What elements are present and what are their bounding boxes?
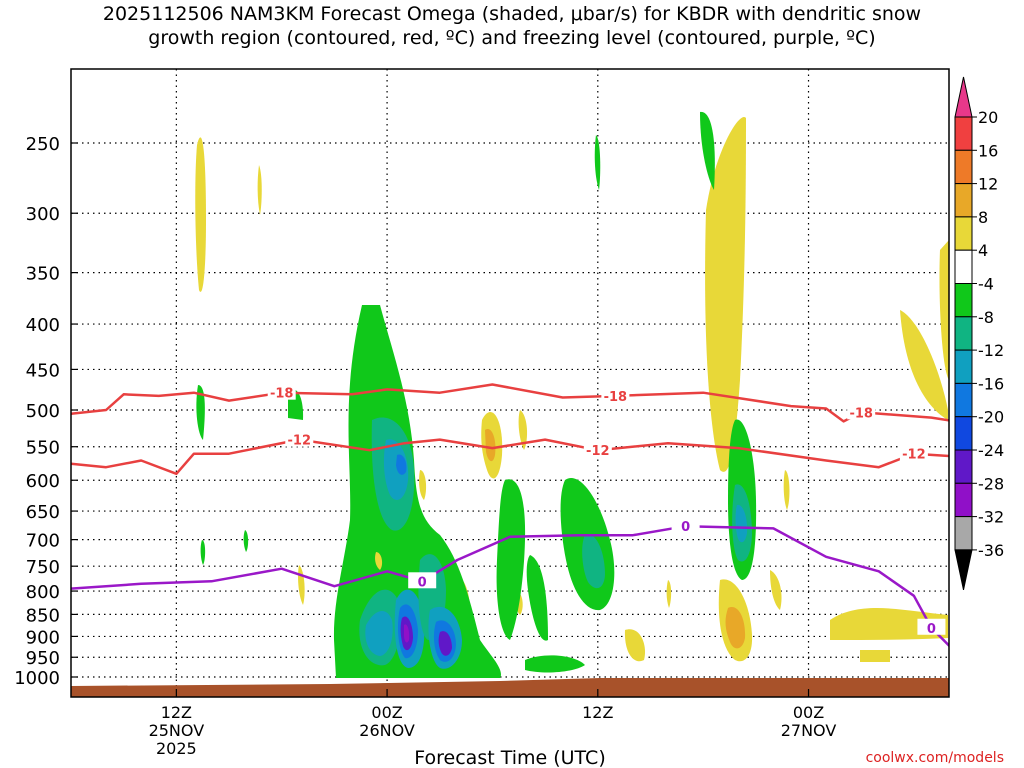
chart-title: 2025112506 NAM3KM Forecast Omega (shaded… (0, 2, 1024, 50)
colorbar: 20 16 12 8 4 -4 -8 -12 -16 -20 -24 -28 -32 -36 (954, 76, 1004, 591)
colorbar-label: 20 (978, 108, 998, 127)
colorbar-label: 8 (978, 208, 988, 227)
isotherm-line (71, 383, 949, 423)
contour-labels: -18 -18 -18 -12 -12 -12 0 0 0 (267, 383, 946, 637)
y-tick-label: 850 (26, 605, 60, 626)
contour-label-bg (267, 383, 296, 400)
colorbar-label: -8 (978, 308, 994, 327)
x-tick-label: 25NOV (149, 721, 205, 740)
x-tick-label: 12Z (582, 703, 613, 722)
y-tick-label: 350 (26, 264, 60, 285)
contour-label-bg (899, 444, 928, 461)
colorbar-segment (954, 449, 973, 484)
y-tick-label: 550 (26, 438, 60, 459)
contour-label-bg (917, 618, 946, 635)
colorbar-label: 12 (978, 175, 998, 194)
colorbar-segment (954, 249, 973, 284)
y-tick-label: 1000 (14, 668, 60, 689)
colorbar-label: -20 (978, 408, 1004, 427)
contour-label-bg (285, 430, 314, 447)
y-tick-label: 300 (26, 204, 60, 225)
y-tick-label: 800 (26, 582, 60, 603)
y-tick-label: 650 (26, 502, 60, 523)
contour-label: -18 (604, 390, 628, 405)
colorbar-segment (954, 516, 973, 551)
contour-label-bg (601, 386, 630, 403)
colorbar-segment (954, 216, 973, 251)
colorbar-label: -12 (978, 341, 1004, 360)
x-axis-label: Forecast Time (UTC) (414, 747, 605, 768)
colorbar-segment (954, 149, 973, 185)
isotherm-line (71, 438, 949, 476)
colorbar-segment (954, 382, 973, 418)
contour-label: -18 (849, 406, 873, 421)
x-tick-label: 00Z (371, 703, 402, 722)
colorbar-segment (954, 116, 973, 151)
y-tick-label: 450 (26, 360, 60, 381)
title-line-1: 2025112506 NAM3KM Forecast Omega (shaded… (102, 3, 922, 25)
colorbar-segment (954, 482, 973, 518)
y-tick-label: 600 (26, 471, 60, 492)
contour-label-bg (671, 517, 700, 534)
colorbar-label: 16 (978, 141, 998, 160)
x-tick-label: 27NOV (781, 721, 837, 740)
colorbar-label: -4 (978, 275, 994, 294)
x-tick-label: 00Z (793, 703, 824, 722)
contour-label: -12 (586, 444, 610, 459)
contour-label: 0 (418, 575, 427, 590)
colorbar-bottom-arrow (954, 549, 973, 591)
y-tick-label: 950 (26, 648, 60, 669)
colorbar-label: 4 (978, 241, 988, 260)
contour-label: -12 (288, 434, 312, 449)
x-tick-label: 2025 (156, 739, 197, 758)
y-axis: 2503003504004505005506006507007508008509… (14, 134, 78, 689)
y-tick-label: 750 (26, 557, 60, 578)
y-tick-label: 250 (26, 134, 60, 155)
colorbar-segment (954, 416, 973, 451)
contour-label: 0 (927, 622, 936, 637)
omega-shading (71, 111, 949, 697)
colorbar-label: -36 (978, 541, 1004, 560)
contour-label: -18 (270, 387, 294, 402)
contour-label: -12 (902, 448, 926, 463)
contour-label-bg (583, 441, 612, 458)
x-tick-label: 26NOV (359, 721, 415, 740)
colorbar-label: -28 (978, 474, 1004, 493)
colorbar-segment (954, 316, 973, 351)
plot-frame (70, 68, 950, 698)
colorbar-label: -24 (978, 441, 1004, 460)
colorbar-segment (954, 283, 973, 318)
colorbar-label: -16 (978, 374, 1004, 393)
colorbar-segment (954, 183, 973, 218)
colorbar-top-arrow (954, 76, 973, 118)
y-tick-label: 900 (26, 627, 60, 648)
x-tick-label: 12Z (161, 703, 192, 722)
y-tick-label: 500 (26, 401, 60, 422)
y-tick-label: 400 (26, 315, 60, 336)
credit-text: coolwx.com/models (865, 750, 1004, 766)
colorbar-segment (954, 349, 973, 384)
y-tick-label: 700 (26, 531, 60, 552)
contour-label: 0 (681, 520, 690, 535)
colorbar-label: -32 (978, 508, 1004, 527)
title-line-2: growth region (contoured, red, ºC) and f… (148, 27, 876, 49)
contour-label-bg (847, 403, 876, 420)
contour-label-bg (408, 572, 437, 589)
